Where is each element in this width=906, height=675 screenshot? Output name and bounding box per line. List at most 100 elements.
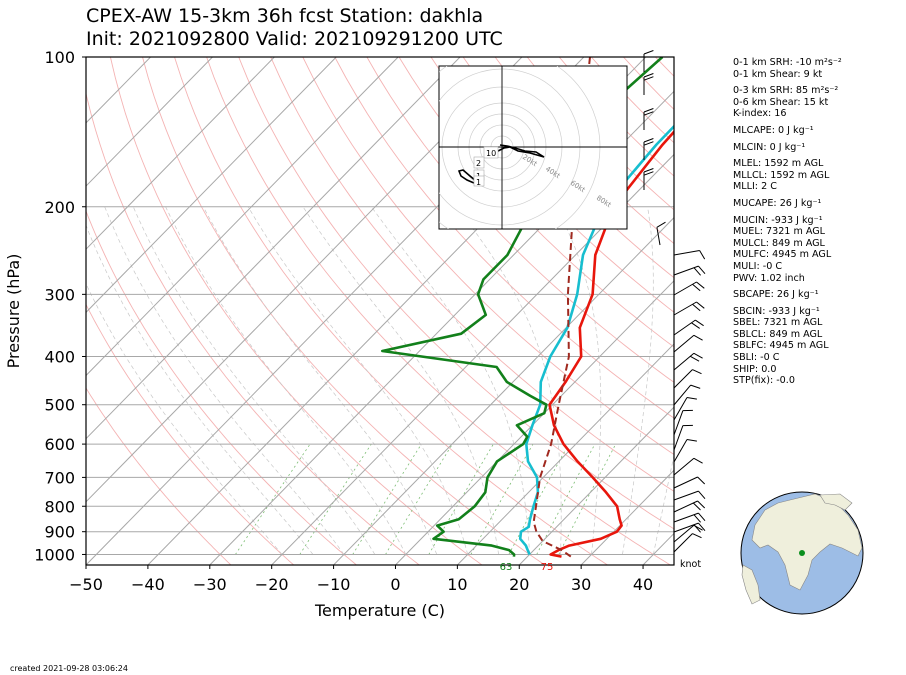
wind-barb [673,522,706,533]
wind-barb [673,334,703,353]
index-line: SBEL: 7321 m AGL [733,317,823,329]
dry-adiabat [86,209,357,565]
svg-text:2: 2 [476,159,481,168]
series-line-0 [548,129,674,558]
station-marker [799,550,805,556]
stability-indices-panel: 0-1 km SRH: -10 m²s⁻² 0-1 km Shear: 9 kt 0… [733,57,842,387]
isotherm [86,57,213,187]
wind-barbs [643,50,706,553]
mixing-ratio-line [558,443,617,555]
y-tick-label: 100 [44,48,75,67]
y-tick-label: 900 [44,523,75,542]
wind-barb [673,457,703,476]
index-line: MLEL: 1592 m AGL [733,158,824,170]
dry-adiabat [86,303,295,565]
index-line: MUCAPE: 26 J kg⁻¹ [733,197,822,209]
globe-land-europe [819,493,853,511]
wind-barb [673,512,706,523]
moist-adiabat [132,206,376,555]
x-tick-label: 40 [633,575,653,594]
x-tick-label: −10 [317,575,351,594]
wind-barb [673,500,706,513]
y-tick-label: 300 [44,285,75,304]
index-line: SBLI: -0 C [733,352,780,364]
dry-adiabat [430,57,674,313]
index-line: STP(fix): -0.0 [733,375,795,387]
y-tick-label: 500 [44,396,75,415]
wind-barb [673,439,697,463]
y-tick-label: 800 [44,497,75,516]
index-line: MLLI: 2 C [733,181,777,193]
index-line: MLCAPE: 0 J kg⁻¹ [733,124,814,136]
x-tick-label: 0 [390,575,400,594]
chart-title-line2: Init: 2021092800 Valid: 202109291200 UTC [86,28,503,50]
isotherm [333,216,674,565]
isotherm [457,343,674,565]
isotherm [86,57,461,440]
dry-adiabat [174,57,608,565]
index-line: MUCIN: -933 J kg⁻¹ [733,214,823,226]
y-tick-label: 400 [44,348,75,367]
wind-unit-label: knot [680,559,702,570]
moist-adiabat [653,453,674,555]
svg-text:10: 10 [486,149,496,158]
index-line: 0-6 km Shear: 15 kt [733,96,829,108]
wind-barb [673,281,705,296]
dry-adiabat [366,57,674,383]
index-line: MULI: -0 C [733,260,783,272]
wind-barb [673,397,697,421]
x-tick-label: −40 [131,575,165,594]
wind-barb [673,369,702,389]
wind-barb [643,50,654,72]
x-tick-label: −20 [255,575,289,594]
surface-temperature-label: 75 [541,562,554,573]
wind-barb [656,221,666,246]
wind-barb [673,352,703,371]
dry-adiabat [398,57,674,348]
isotherm [271,153,674,565]
hodograph-inset: 20kt 40kt 60kt 80kt 10 2 1 1 [438,65,628,230]
x-tick-label: 20 [509,575,529,594]
index-line: MULFC: 4945 m AGL [733,249,832,261]
y-axis-label: Pressure (hPa) [4,254,23,369]
series-line-1 [518,124,674,556]
svg-text:1: 1 [476,178,481,187]
dry-adiabat [334,57,674,419]
index-line: SBCIN: -933 J kg⁻¹ [733,305,820,317]
wind-barb [673,476,706,489]
y-tick-label: 700 [44,468,75,487]
mixing-ratio-line [235,443,311,555]
moist-adiabat [622,206,654,555]
wind-barb [673,250,706,260]
hodograph-trace-upper [489,144,545,158]
x-tick-label: 30 [571,575,591,594]
wind-barb [673,301,705,316]
globe-land-africa [751,493,863,591]
wind-barb [673,265,706,276]
created-timestamp: created 2021-09-28 03:06:24 [10,664,128,673]
chart-title-line1: CPEX-AW 15-3km 36h fcst Station: dakhla [86,5,484,27]
dry-adiabat [142,57,545,565]
x-axis-label: Temperature (C) [314,601,445,620]
index-line: K-index: 16 [733,108,787,120]
index-line: SHIP: 0.0 [733,363,777,375]
isotherm [86,57,337,314]
y-tick-label: 1000 [34,545,75,564]
mixing-ratio-line [508,443,570,555]
dry-adiabat [109,57,483,565]
hodograph-height-label-2: 2 [473,156,485,169]
wind-barb [673,319,704,336]
x-tick-label: −50 [69,575,103,594]
isotherm [518,406,674,565]
globe-inset [740,491,864,615]
isotherm [395,280,674,565]
hodograph-height-label-1b: 1 [473,175,485,187]
index-line: PWV: 1.02 inch [733,272,805,284]
surface-dewpoint-label: 63 [500,562,513,573]
wind-barb [673,409,693,436]
dry-adiabat [86,387,232,565]
wind-barb [643,73,654,95]
dry-adiabat [462,57,674,279]
moist-adiabat [555,206,602,555]
